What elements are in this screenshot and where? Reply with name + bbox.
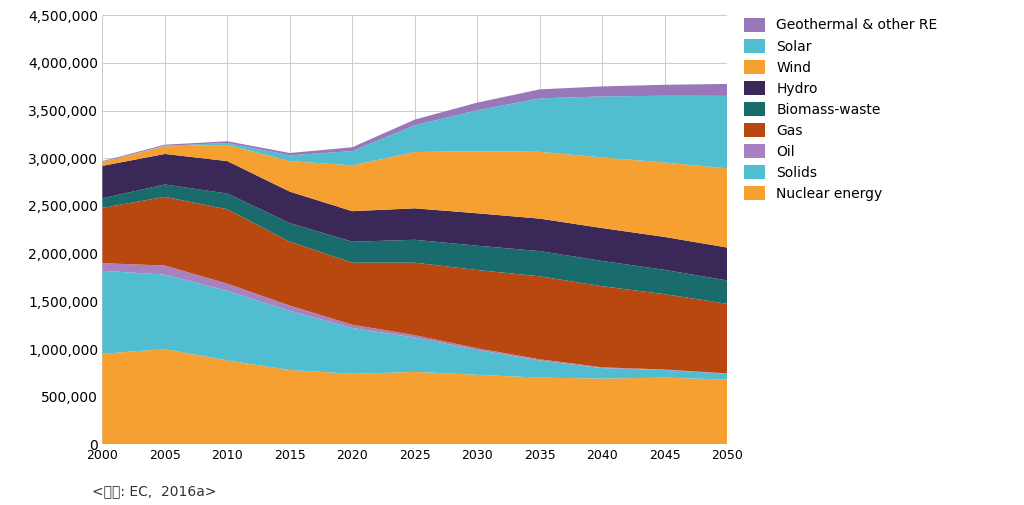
Text: <자료: EC,  2016a>: <자료: EC, 2016a>: [92, 484, 217, 498]
Legend: Geothermal & other RE, Solar, Wind, Hydro, Biomass-waste, Gas, Oil, Solids, Nucl: Geothermal & other RE, Solar, Wind, Hydr…: [740, 14, 942, 205]
